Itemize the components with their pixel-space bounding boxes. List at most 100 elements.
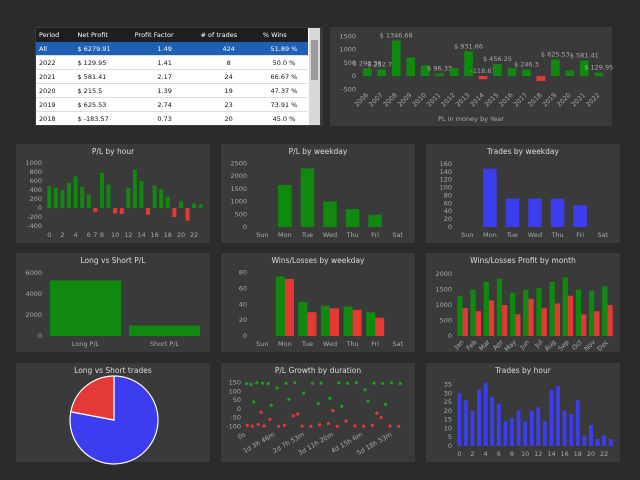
table-cell: 50.0 % xyxy=(259,55,308,70)
bar xyxy=(462,308,468,336)
point xyxy=(328,396,332,401)
y-tick-label: 0 xyxy=(352,72,356,80)
table-cell: $ 6279.91 xyxy=(74,42,132,56)
point xyxy=(275,386,279,390)
y-tick-label: 50 xyxy=(233,396,241,404)
table-row[interactable]: 2021 $ 581.41 2.17 24 66.67 % xyxy=(36,69,308,84)
table-row[interactable]: 2022 $ 129.95 1.41 8 50.0 % xyxy=(36,55,308,70)
x-tick-label: 8 xyxy=(100,231,104,239)
bar xyxy=(362,68,372,77)
bar xyxy=(602,286,608,336)
bar xyxy=(562,277,568,336)
table-row[interactable]: 2019 $ 625.53 2.74 23 73.91 % xyxy=(36,97,308,112)
bar xyxy=(567,295,574,336)
bar xyxy=(488,300,495,336)
point xyxy=(250,424,254,428)
x-tick-label: Long P/L xyxy=(72,340,100,348)
y-tick-label: 150 xyxy=(229,379,241,387)
panel xyxy=(221,363,415,462)
bar xyxy=(581,314,587,336)
y-tick-label: 0 xyxy=(243,223,247,231)
bar xyxy=(165,196,170,209)
bar xyxy=(185,208,190,221)
table-cell: 45.0 % xyxy=(259,111,308,125)
bar xyxy=(278,184,292,227)
y-tick-label: 1000 xyxy=(230,198,247,206)
x-tick-label: 0s xyxy=(236,430,247,441)
bar xyxy=(128,325,201,336)
bar xyxy=(73,176,78,209)
bar xyxy=(595,438,600,446)
table-cell: $ 581.41 xyxy=(74,69,132,84)
point xyxy=(319,381,323,385)
pie-slice xyxy=(70,375,115,421)
y-tick-label: 40 xyxy=(444,207,452,215)
y-tick-label: 60 xyxy=(444,199,452,207)
bar xyxy=(198,204,203,209)
point xyxy=(366,399,370,403)
table-cell: 8 xyxy=(197,55,260,70)
bar xyxy=(307,312,317,336)
point xyxy=(362,424,366,428)
bar xyxy=(172,208,177,218)
column-header: Net Profit xyxy=(74,28,132,42)
table-cell: 19 xyxy=(197,83,260,98)
panel xyxy=(221,253,415,352)
x-tick-label: 20 xyxy=(177,231,185,239)
bar xyxy=(556,386,561,446)
chart-title: Wins/Losses by weekday xyxy=(272,256,366,265)
point xyxy=(300,424,304,428)
table-row[interactable]: 2020 $ 215.5 1.39 19 47.37 % xyxy=(36,83,308,98)
bar xyxy=(536,288,542,336)
table-cell: 66.67 % xyxy=(259,69,308,84)
y-tick-label: 200 xyxy=(30,195,42,203)
point xyxy=(326,422,331,426)
bar xyxy=(523,289,529,336)
panel xyxy=(221,144,415,243)
chart-title: Trades by weekday xyxy=(486,147,559,156)
y-tick-label: 100 xyxy=(440,184,452,192)
chart-title: Long vs Short trades xyxy=(74,366,152,375)
table-row[interactable]: All $ 6279.91 1.49 424 51.89 % xyxy=(36,42,308,56)
stats-table: Period Net Profit Profit Factor # of trades… xyxy=(36,28,320,125)
y-tick-label: 2000 xyxy=(435,270,452,278)
point xyxy=(372,381,376,385)
y-tick-label: -200 xyxy=(27,213,42,221)
x-tick-label: 4 xyxy=(74,231,78,239)
bar xyxy=(368,214,382,227)
y-tick-label: 0 xyxy=(38,204,42,212)
scroll-thumb[interactable] xyxy=(311,40,318,80)
table-cell: 1.41 xyxy=(131,55,198,70)
bar xyxy=(86,194,91,209)
bar xyxy=(477,389,482,446)
y-tick-label: 4000 xyxy=(25,290,42,298)
bar xyxy=(602,435,607,446)
bar xyxy=(366,312,376,336)
x-tick-label: Sat xyxy=(597,231,608,239)
bar xyxy=(478,76,488,80)
chart-title: PL in money by Year xyxy=(438,115,504,123)
bar xyxy=(490,396,495,446)
point xyxy=(363,388,367,392)
point xyxy=(335,424,339,428)
x-tick-label: Thu xyxy=(550,231,563,239)
y-tick-label: 5 xyxy=(448,433,452,441)
x-tick-label: 0 xyxy=(457,450,461,458)
y-tick-label: 0 xyxy=(38,332,42,340)
y-tick-label: 10 xyxy=(444,424,452,432)
x-tick-label: 12 xyxy=(124,231,132,239)
table-cell: 23 xyxy=(197,97,260,112)
bar xyxy=(345,209,360,227)
point xyxy=(381,381,385,386)
x-tick-label: Sun xyxy=(256,340,268,348)
column-header: Period xyxy=(36,28,75,42)
y-tick-label: 1000 xyxy=(435,301,452,309)
chart-title: Trades by hour xyxy=(494,366,552,375)
scrollbar[interactable] xyxy=(309,28,320,125)
table-row[interactable]: 2018 $ -183.57 0.73 20 45.0 % xyxy=(36,111,308,125)
y-tick-label: 20 xyxy=(444,215,452,223)
bar xyxy=(475,311,482,336)
y-tick-label: -100 xyxy=(226,422,241,430)
x-tick-label: Wed xyxy=(528,231,542,239)
bar xyxy=(502,305,508,336)
